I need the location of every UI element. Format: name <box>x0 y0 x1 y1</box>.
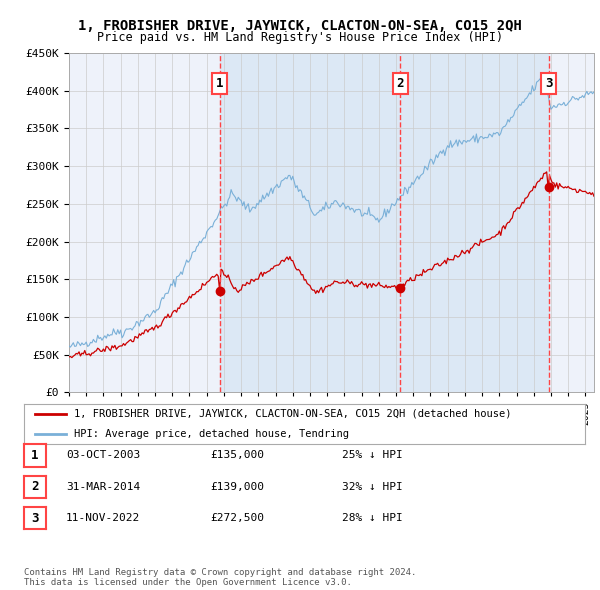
Text: 3: 3 <box>31 512 39 525</box>
Text: 1, FROBISHER DRIVE, JAYWICK, CLACTON-ON-SEA, CO15 2QH: 1, FROBISHER DRIVE, JAYWICK, CLACTON-ON-… <box>78 19 522 33</box>
Text: £272,500: £272,500 <box>210 513 264 523</box>
Text: £139,000: £139,000 <box>210 482 264 491</box>
Text: 1: 1 <box>216 77 223 90</box>
Text: £135,000: £135,000 <box>210 451 264 460</box>
Bar <box>220 53 549 392</box>
Text: 31-MAR-2014: 31-MAR-2014 <box>66 482 140 491</box>
Text: Price paid vs. HM Land Registry's House Price Index (HPI): Price paid vs. HM Land Registry's House … <box>97 31 503 44</box>
Text: 28% ↓ HPI: 28% ↓ HPI <box>342 513 403 523</box>
Text: Contains HM Land Registry data © Crown copyright and database right 2024.
This d: Contains HM Land Registry data © Crown c… <box>24 568 416 587</box>
Text: 2: 2 <box>31 480 39 493</box>
Text: 1: 1 <box>31 449 39 462</box>
Text: HPI: Average price, detached house, Tendring: HPI: Average price, detached house, Tend… <box>74 429 349 438</box>
Text: 2: 2 <box>397 77 404 90</box>
Text: 1, FROBISHER DRIVE, JAYWICK, CLACTON-ON-SEA, CO15 2QH (detached house): 1, FROBISHER DRIVE, JAYWICK, CLACTON-ON-… <box>74 409 512 418</box>
Text: 3: 3 <box>545 77 553 90</box>
Text: 11-NOV-2022: 11-NOV-2022 <box>66 513 140 523</box>
Text: 25% ↓ HPI: 25% ↓ HPI <box>342 451 403 460</box>
Text: 03-OCT-2003: 03-OCT-2003 <box>66 451 140 460</box>
Text: 32% ↓ HPI: 32% ↓ HPI <box>342 482 403 491</box>
